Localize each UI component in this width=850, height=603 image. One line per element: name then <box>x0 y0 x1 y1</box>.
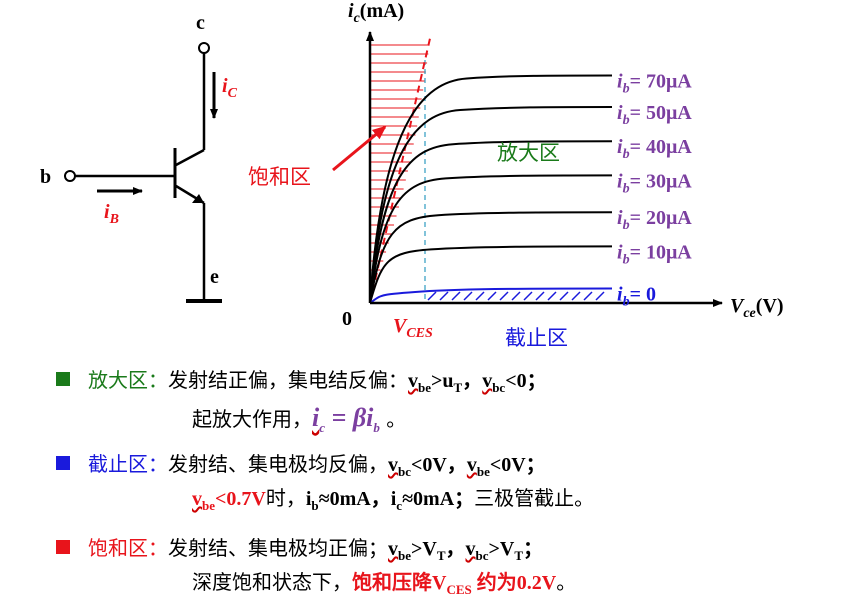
saturation-bullet-icon <box>56 540 70 554</box>
cutoff-hatch-line <box>451 291 461 301</box>
amplify-region-label: 放大区 <box>497 141 560 165</box>
origin-label: 0 <box>342 308 352 330</box>
cutoff-hatch <box>427 291 605 301</box>
saturation-boundary <box>369 33 432 304</box>
cutoff-hatch-line <box>499 291 509 301</box>
note-cutoff-label: 截止区： <box>88 452 168 476</box>
vces-label: VCES <box>393 315 433 341</box>
curve-labels: ib= 70μA ib= 50μA ib= 40μA ib= 30μA ib= 20μA… <box>617 70 692 309</box>
ic-curve <box>369 211 613 304</box>
cutoff-hatch-line <box>427 291 437 301</box>
note-saturation-2: 深度饱和状态下，饱和压降VCES 约为0.2V。 <box>192 570 577 597</box>
cutoff-hatch-line <box>511 291 521 301</box>
curve-label: ib= 20μA <box>617 207 692 233</box>
cutoff-hatch-line <box>475 291 485 301</box>
emitter-arrow-icon <box>192 194 204 203</box>
note-cutoff: 截止区：发射结、集电极均反偏，vbc<0V，vbe<0V； <box>56 450 546 486</box>
note-amplify: 放大区：发射结正偏，集电结反偏：vbe>uT，vbc<0； <box>56 366 547 402</box>
cutoff-hatch-line <box>595 291 605 301</box>
cutoff-hatch-line <box>535 291 545 301</box>
ic-curve <box>369 287 613 304</box>
note-cutoff-2: vbe<0.7V时，ib≈0mA，ic≈0mA；三极管截止。 <box>192 486 595 513</box>
cutoff-hatch-line <box>547 291 557 301</box>
saturation-pointer-icon <box>332 125 387 172</box>
cutoff-region-label: 截止区 <box>505 326 568 350</box>
diagram-canvas: c b e iC iB ic(mA) Vce(V) 0 VCES ib= 70μ… <box>40 0 784 350</box>
cutoff-hatch-line <box>571 291 581 301</box>
transistor-symbol <box>64 42 222 303</box>
gain-equation: ic = βib <box>312 403 380 436</box>
cutoff-hatch-line <box>487 291 497 301</box>
curve-label: ib= 10μA <box>617 241 692 267</box>
note-saturation: 饱和区：发射结、集电极均正偏；vbe>VT，vbc>VT； <box>56 534 543 570</box>
note-amplify-2: 起放大作用，ic = βib 。 <box>192 403 407 436</box>
cutoff-hatch-line <box>583 291 593 301</box>
cutoff-bullet-icon <box>56 456 70 470</box>
ic-curve <box>369 174 613 304</box>
curve-label: ib= 0 <box>617 283 656 309</box>
base-terminal <box>64 170 76 182</box>
x-axis-label: Vce(V) <box>730 295 784 321</box>
amplify-bullet-icon <box>56 372 70 386</box>
ic-curve <box>369 74 613 304</box>
ic-curve <box>369 106 613 304</box>
saturation-region-label: 饱和区 <box>248 165 311 189</box>
cutoff-hatch-line <box>463 291 473 301</box>
curve-label: ib= 30μA <box>617 170 692 196</box>
cutoff-hatch-line <box>523 291 533 301</box>
curve-label: ib= 40μA <box>617 136 692 162</box>
collector-terminal <box>198 42 210 54</box>
ic-label: iC <box>222 75 238 101</box>
ic-curve <box>369 245 613 304</box>
cutoff-hatch-line <box>439 291 449 301</box>
emitter-label: e <box>210 266 219 288</box>
note-amplify-label: 放大区： <box>88 368 168 392</box>
ic-curves <box>369 74 613 304</box>
base-label: b <box>40 166 51 188</box>
cutoff-hatch-line <box>559 291 569 301</box>
curve-label: ib= 70μA <box>617 70 692 96</box>
collector-label: c <box>196 12 205 34</box>
ic-curve <box>369 140 613 304</box>
ib-label: iB <box>104 201 119 227</box>
y-axis-label: ic(mA) <box>348 0 404 26</box>
note-saturation-label: 饱和区： <box>88 536 168 560</box>
curve-label: ib= 50μA <box>617 102 692 128</box>
